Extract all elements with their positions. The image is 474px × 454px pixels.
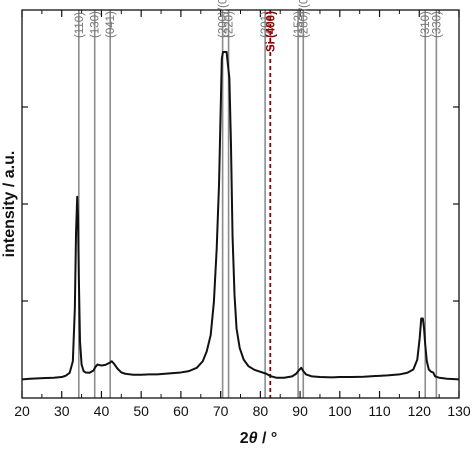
x-tick-label-8: 100 [328,403,352,419]
reference-label-7: (280)/(082) [298,0,310,38]
x-axis-title-theta: θ [249,430,258,447]
x-axis-title-number: 2 [240,430,249,447]
x-tick-label-9: 110 [368,403,391,419]
x-tick-label-10: 120 [408,403,432,419]
x-tick-label-0: 20 [14,403,30,419]
reference-label-3: (200)/(002) [218,0,230,38]
data-layer [21,51,460,381]
x-tick-label-7: 90 [292,403,308,419]
x-tick-label-1: 30 [54,403,70,419]
x-tick-label-5: 70 [213,403,229,419]
x-tick-label-4: 60 [173,403,189,419]
axes-layer [21,9,460,399]
y-axis-title: intensity / a.u. [1,151,18,258]
x-tick-label-3: 50 [133,403,149,419]
x-tick-label-11: 130 [447,403,471,419]
reference-label-9: (330) [431,11,443,38]
x-tick-label-6: 80 [253,403,269,419]
x-axis-title: 2θ / ° [240,430,278,447]
reference-label-1: (130) [90,11,102,38]
reference-label-8: (310) [420,11,432,38]
reference-lines-layer [78,10,438,398]
reference-label-2: (041) [105,11,117,38]
reference-label-4: (220) [224,11,236,38]
si-reference-label: Si (400) [265,11,277,52]
x-tick-label-2: 40 [94,403,110,419]
x-axis-title-unit: / ° [258,430,278,447]
reference-label-0: (110) [74,12,86,38]
plot-frame [21,9,460,399]
reference-label-5: (201) [260,11,272,38]
labels-layer: (110) (130) (041) (200)/(002)(220) (201) (152… [1,0,471,447]
diffraction-series-line [21,51,460,381]
reference-label-6: (152) [293,11,305,38]
